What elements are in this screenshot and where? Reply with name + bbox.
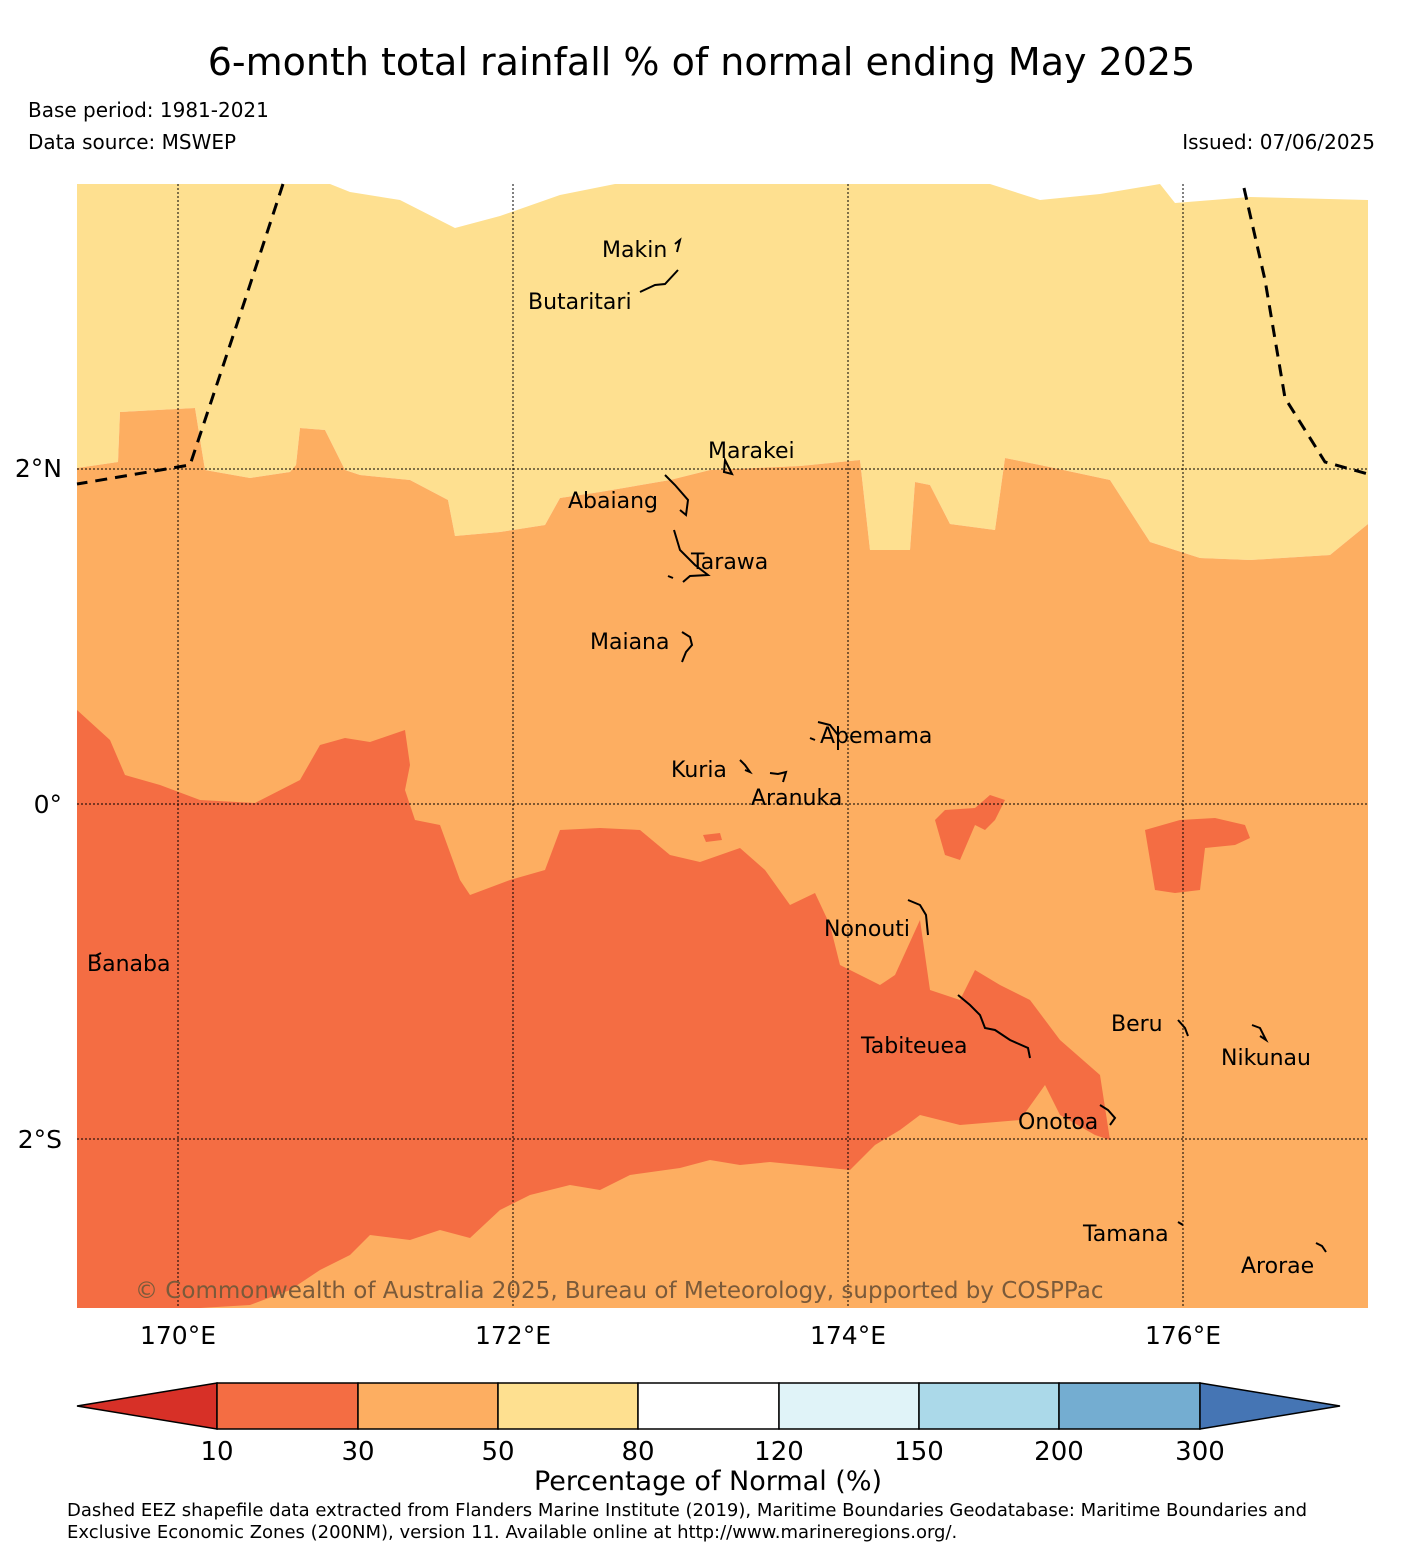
base-period: Base period: 1981-2021 — [28, 98, 269, 122]
colorbar-tick: 30 — [341, 1437, 374, 1467]
colorbar-tick: 200 — [1034, 1437, 1084, 1467]
map-title: 6-month total rainfall % of normal endin… — [207, 40, 1196, 84]
island-label-marakei: Marakei — [708, 439, 795, 464]
island-label-butaritari: Butaritari — [528, 290, 632, 315]
lat-label-0: 0° — [34, 790, 62, 819]
island-label-abemama: Abemama — [820, 724, 932, 749]
issued-date: Issued: 07/06/2025 — [1182, 130, 1375, 154]
colorbar-segment-30-50 — [357, 1382, 499, 1430]
rainfall-map: Makin Butaritari Marakei Abaiang Tarawa … — [15, 183, 1369, 1497]
lat-label-2n: 2°N — [15, 454, 62, 483]
colorbar-segment-gt300 — [1199, 1382, 1341, 1430]
colorbar-segment-10-30 — [216, 1382, 359, 1430]
colorbar-tick: 120 — [754, 1437, 804, 1467]
zone-10-30-patch — [935, 795, 1005, 860]
island-label-abaiang: Abaiang — [568, 489, 658, 514]
zone-10-30-patch — [703, 833, 722, 842]
island-label-kuria: Kuria — [671, 758, 727, 783]
colorbar-tick: 150 — [894, 1437, 944, 1467]
island-outlines — [94, 237, 1327, 1253]
footer-line-1: Dashed EEZ shapefile data extracted from… — [67, 1500, 1308, 1521]
map-area — [77, 184, 1368, 1308]
lon-label-176e: 176°E — [1145, 1321, 1221, 1350]
colorbar-segment-50-80 — [497, 1382, 639, 1430]
island-label-aranuka: Aranuka — [751, 786, 842, 811]
island-label-maiana: Maiana — [590, 630, 669, 655]
island-label-tabiteuea: Tabiteuea — [860, 1034, 967, 1059]
island-label-makin: Makin — [602, 238, 667, 263]
lon-label-170e: 170°E — [140, 1321, 216, 1350]
island-labels: Makin Butaritari Marakei Abaiang Tarawa … — [87, 238, 1314, 1279]
colorbar-segment-120-150 — [778, 1382, 920, 1430]
island-label-onotoa: Onotoa — [1018, 1110, 1098, 1135]
lon-label-172e: 172°E — [475, 1321, 551, 1350]
lon-label-174e: 174°E — [810, 1321, 886, 1350]
island-label-tamana: Tamana — [1082, 1222, 1169, 1247]
lat-label-2s: 2°S — [18, 1125, 62, 1154]
island-label-tarawa: Tarawa — [690, 550, 768, 575]
lat-labels: 2°N 0° 2°S — [15, 454, 62, 1154]
graticule — [77, 184, 1368, 1308]
colorbar-tick: 50 — [481, 1437, 514, 1467]
island-label-banaba: Banaba — [87, 952, 170, 977]
data-source: Data source: MSWEP — [28, 130, 237, 154]
footer-line-2: Exclusive Economic Zones (200NM), versio… — [67, 1522, 958, 1543]
zone-10-30-patch — [1145, 818, 1250, 893]
colorbar-tick: 80 — [621, 1437, 654, 1467]
copyright-watermark: © Commonwealth of Australia 2025, Bureau… — [135, 1278, 1104, 1304]
island-label-nikunau: Nikunau — [1221, 1046, 1311, 1071]
colorbar-label: Percentage of Normal (%) — [534, 1466, 882, 1497]
lon-labels: 170°E 172°E 174°E 176°E — [140, 1321, 1221, 1350]
colorbar-tick: 10 — [200, 1437, 233, 1467]
zone-10-30 — [77, 710, 1110, 1308]
island-label-nonouti: Nonouti — [824, 917, 910, 942]
footer-attribution: Dashed EEZ shapefile data extracted from… — [67, 1500, 1397, 1544]
island-label-beru: Beru — [1111, 1012, 1163, 1037]
colorbar-segment-lt10 — [76, 1382, 218, 1430]
colorbar-segment-80-120 — [637, 1382, 780, 1430]
zone-50-80 — [77, 184, 1368, 560]
colorbar: 10 30 50 80 120 150 200 300 Percentage o… — [76, 1382, 1341, 1497]
colorbar-tick: 300 — [1175, 1437, 1225, 1467]
eez-boundary — [76, 183, 1369, 486]
colorbar-segment-150-200 — [918, 1382, 1060, 1430]
island-label-arorae: Arorae — [1241, 1254, 1314, 1279]
colorbar-segment-200-300 — [1058, 1382, 1201, 1430]
